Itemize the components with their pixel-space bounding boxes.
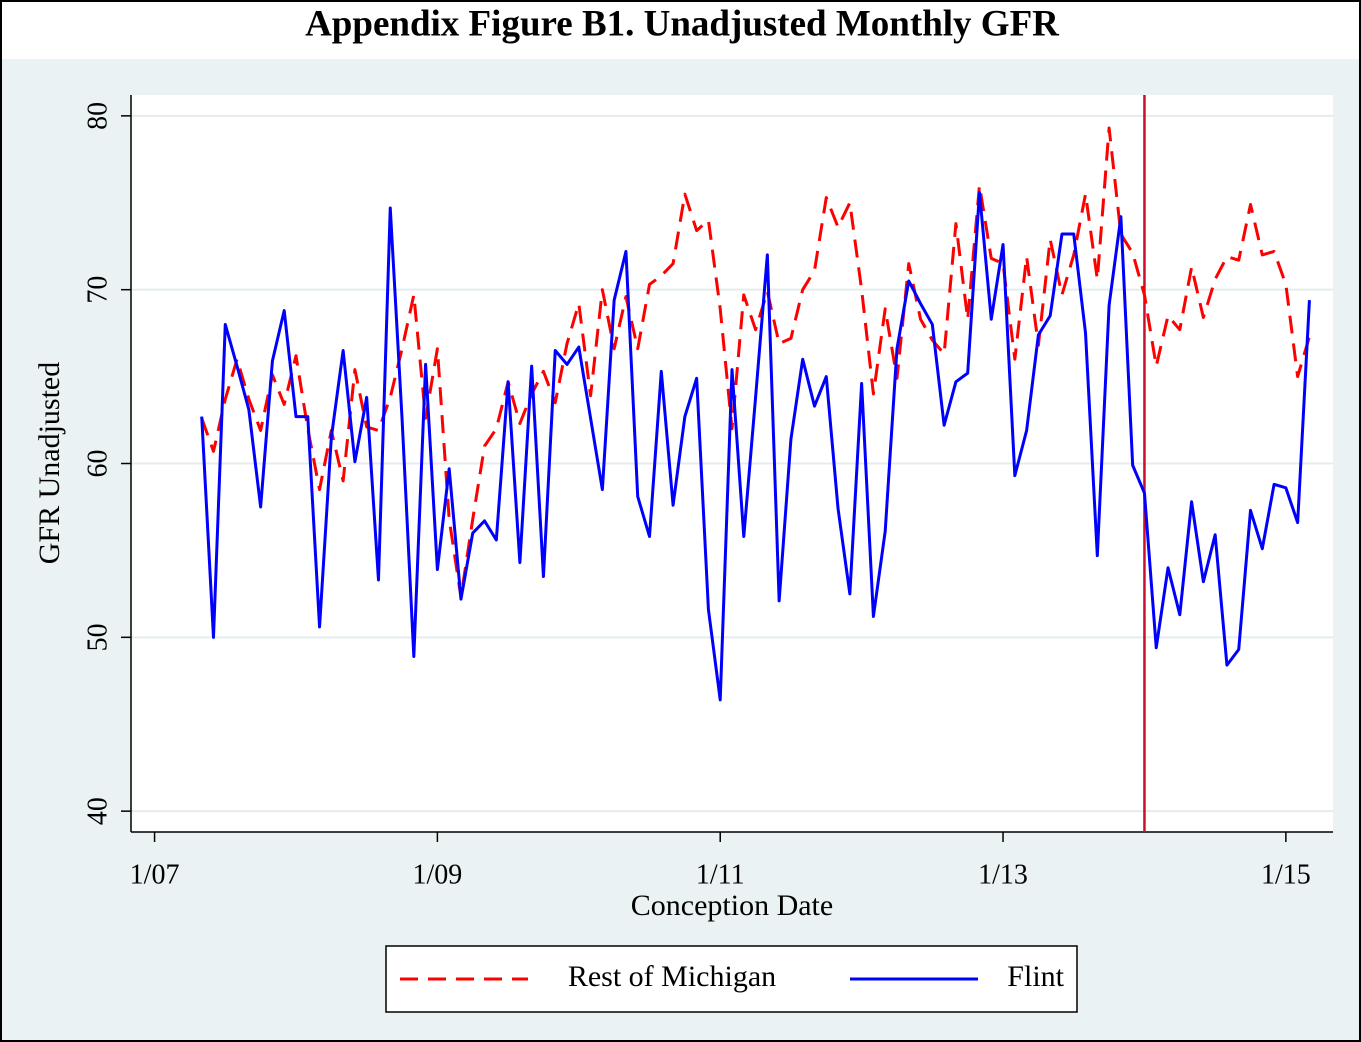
y-tick-label: 60 [82,450,113,478]
x-tick-label: 1/13 [978,859,1028,890]
x-tick-label: 1/07 [130,859,180,890]
legend-label: Flint [1007,960,1064,993]
y-tick-label: 50 [82,623,113,651]
chart-title: Appendix Figure B1. Unadjusted Monthly G… [305,3,1060,44]
series-line [200,190,1311,702]
title-band [2,2,1359,59]
y-tick-label: 70 [82,276,113,304]
legend-label: Rest of Michigan [568,960,776,993]
x-axis-title: Conception Date [631,889,833,922]
x-tick-label: 1/09 [413,859,463,890]
x-tick-label: 1/15 [1261,859,1311,890]
x-tick-label: 1/11 [696,859,745,890]
series-line [200,126,1311,599]
y-axis-title: GFR Unadjusted [33,362,66,565]
y-tick-label: 80 [82,102,113,130]
y-tick-label: 40 [82,797,113,825]
